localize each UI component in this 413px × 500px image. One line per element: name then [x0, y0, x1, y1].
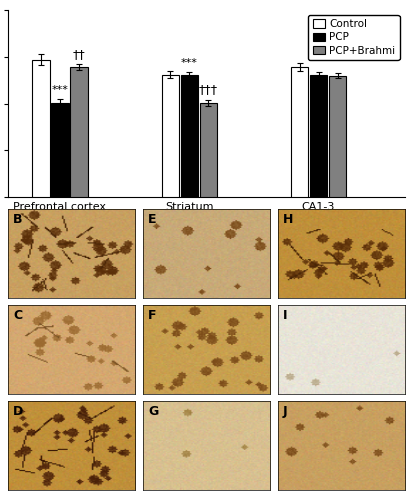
Text: E: E [148, 212, 157, 226]
Bar [291, 67, 309, 198]
Text: †††: ††† [199, 83, 218, 96]
Bar [180, 74, 198, 198]
Text: D: D [13, 404, 24, 417]
Bar [70, 67, 88, 198]
Text: ***: *** [181, 58, 198, 68]
Text: G: G [148, 404, 158, 417]
Bar [51, 102, 69, 198]
Text: J: J [283, 404, 287, 417]
Text: ***: *** [52, 85, 69, 95]
Bar [161, 74, 179, 198]
Text: ††: †† [73, 48, 85, 60]
Bar [199, 102, 217, 198]
Bar [329, 76, 346, 198]
Bar [32, 60, 50, 198]
Text: H: H [283, 212, 293, 226]
Text: C: C [13, 308, 22, 322]
Text: B: B [13, 212, 23, 226]
Text: I: I [283, 308, 287, 322]
Bar [310, 74, 327, 198]
Legend: Control, PCP, PCP+Brahmi: Control, PCP, PCP+Brahmi [309, 15, 399, 60]
Text: F: F [148, 308, 157, 322]
